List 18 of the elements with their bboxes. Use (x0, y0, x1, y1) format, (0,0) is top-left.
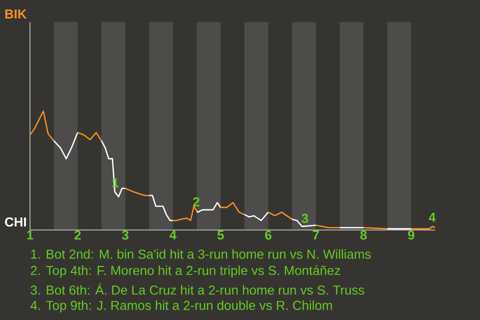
text: 1. Bot 2nd: M. bin Sa'id hit a 3-run home run vs N. Williams (31, 249, 371, 259)
x-tick-label: 6 (265, 230, 272, 240)
annotation: 2 (193, 197, 200, 206)
x-tick-label: 4 (170, 230, 176, 240)
x-tick-label: 9 (408, 230, 414, 240)
text: 2. Top 4th: F. Moreno hit a 2-run triple vs S. Montáñez (30, 265, 340, 278)
text: 4. Top 9th: J. Ramos hit a 2-run double vs R. Chilom (30, 300, 332, 313)
text: 3. Bot 6th: Á. De La Cruz hit a 2-run home run vs S. Truss (30, 283, 364, 295)
text: CHI (5, 217, 26, 227)
annotation: 4 (428, 212, 436, 222)
annotation: 3 (302, 214, 308, 223)
x-tick-label: 8 (360, 230, 367, 240)
x-tick-label: 2 (74, 230, 81, 240)
x-tick-label: 1 (27, 230, 34, 240)
x-tick-label: 3 (122, 230, 128, 240)
x-tick-label: 7 (312, 230, 319, 240)
x-tick-label: 5 (217, 230, 224, 240)
text: BIK (5, 10, 27, 18)
